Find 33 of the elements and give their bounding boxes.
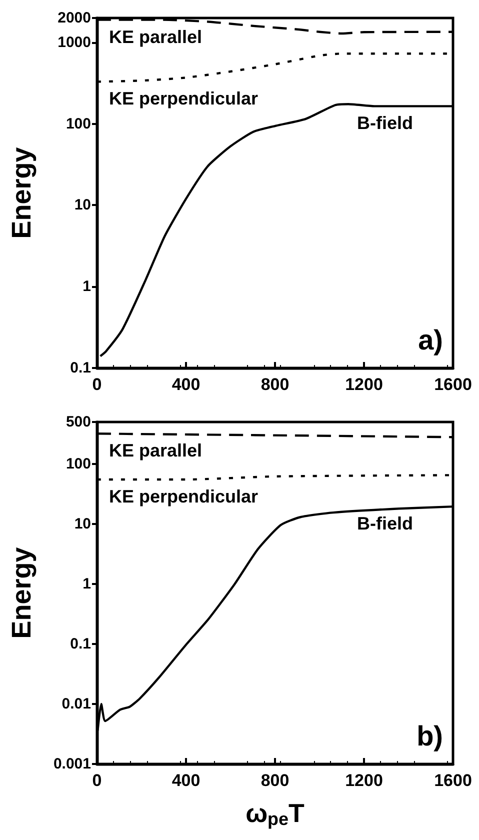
y-tick-label: 100 <box>66 455 91 472</box>
y-axis-title: Energy <box>6 547 36 639</box>
y-axis-title: Energy <box>6 147 36 239</box>
x-tick-label: 400 <box>172 375 200 394</box>
series-label: B-field <box>357 514 413 534</box>
x-tick-label: 0 <box>92 375 102 394</box>
series-label: KE parallel <box>109 26 202 47</box>
annotation: b) <box>416 720 443 752</box>
x-tick-label: 1200 <box>345 771 383 790</box>
annotation: a) <box>418 324 443 356</box>
x-tick-label: 400 <box>172 771 200 790</box>
y-tick-label: 10 <box>74 515 91 532</box>
y-tick-label: 0.001 <box>53 756 91 772</box>
y-tick-label: 2000 <box>58 10 91 26</box>
x-tick-label: 1600 <box>434 771 472 790</box>
y-tick-label: 500 <box>66 414 91 430</box>
y-tick-label: 0.1 <box>70 635 91 652</box>
x-tick-label: 1200 <box>345 375 383 394</box>
y-tick-label: 1 <box>82 575 91 592</box>
y-tick-label: 100 <box>66 115 91 132</box>
y-tick-label: 0.01 <box>62 695 91 712</box>
y-tick-label: 1000 <box>58 34 91 51</box>
series-label: B-field <box>357 113 413 134</box>
x-tick-label: 800 <box>260 771 290 790</box>
series-label: KE perpendicular <box>109 88 258 109</box>
x-tick-label: 800 <box>260 375 290 394</box>
x-tick-label: 1600 <box>434 375 472 394</box>
y-tick-label: 0.1 <box>70 360 91 376</box>
series-label: KE parallel <box>109 440 202 461</box>
y-tick-label: 10 <box>74 196 91 214</box>
series-label: KE perpendicular <box>109 486 258 507</box>
y-tick-label: 1 <box>82 278 91 296</box>
x-tick-label: 0 <box>92 771 102 790</box>
